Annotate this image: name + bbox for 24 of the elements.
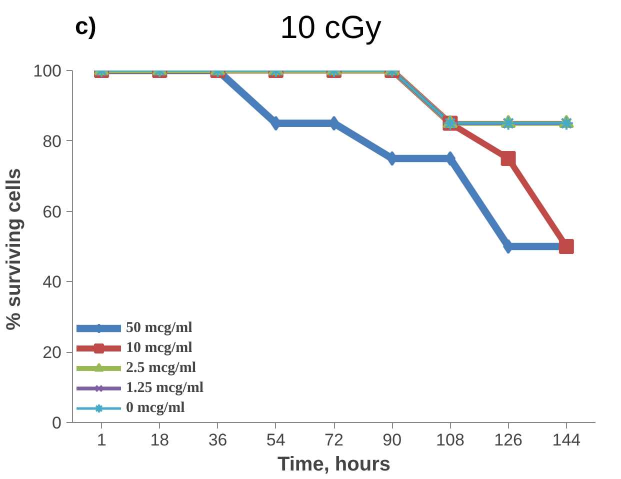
x-tick-label: 90 — [382, 430, 402, 450]
x-tick-label: 18 — [150, 430, 170, 450]
x-tick-label: 126 — [494, 430, 523, 450]
y-tick-label: 60 — [42, 202, 62, 222]
x-tick-label: 54 — [266, 430, 286, 450]
legend-label: 1.25 mcg/ml — [126, 380, 204, 396]
x-tick-label: 36 — [208, 430, 228, 450]
x-tick-label: 72 — [324, 430, 344, 450]
x-tick-label: 1 — [96, 430, 106, 450]
legend-label: 0 mcg/ml — [126, 400, 185, 416]
x-axis-title: Time, hours — [278, 454, 391, 476]
y-tick-label: 20 — [42, 343, 62, 362]
legend-label: 10 mcg/ml — [126, 340, 192, 356]
y-tick-label: 80 — [42, 132, 62, 151]
chart-title: 10 cGy — [280, 8, 382, 47]
y-tick-label: 0 — [52, 414, 62, 432]
text: c) — [75, 12, 96, 42]
x-tick-label: 108 — [436, 430, 464, 450]
y-tick-label: 40 — [42, 272, 62, 292]
y-tick-label: 100 — [33, 62, 62, 80]
x-tick-label: 144 — [552, 430, 581, 450]
y-axis-title: % surviving cells — [3, 168, 26, 330]
legend-label: 50 mcg/ml — [126, 320, 192, 336]
legend-label: 2.5 mcg/ml — [126, 360, 196, 376]
